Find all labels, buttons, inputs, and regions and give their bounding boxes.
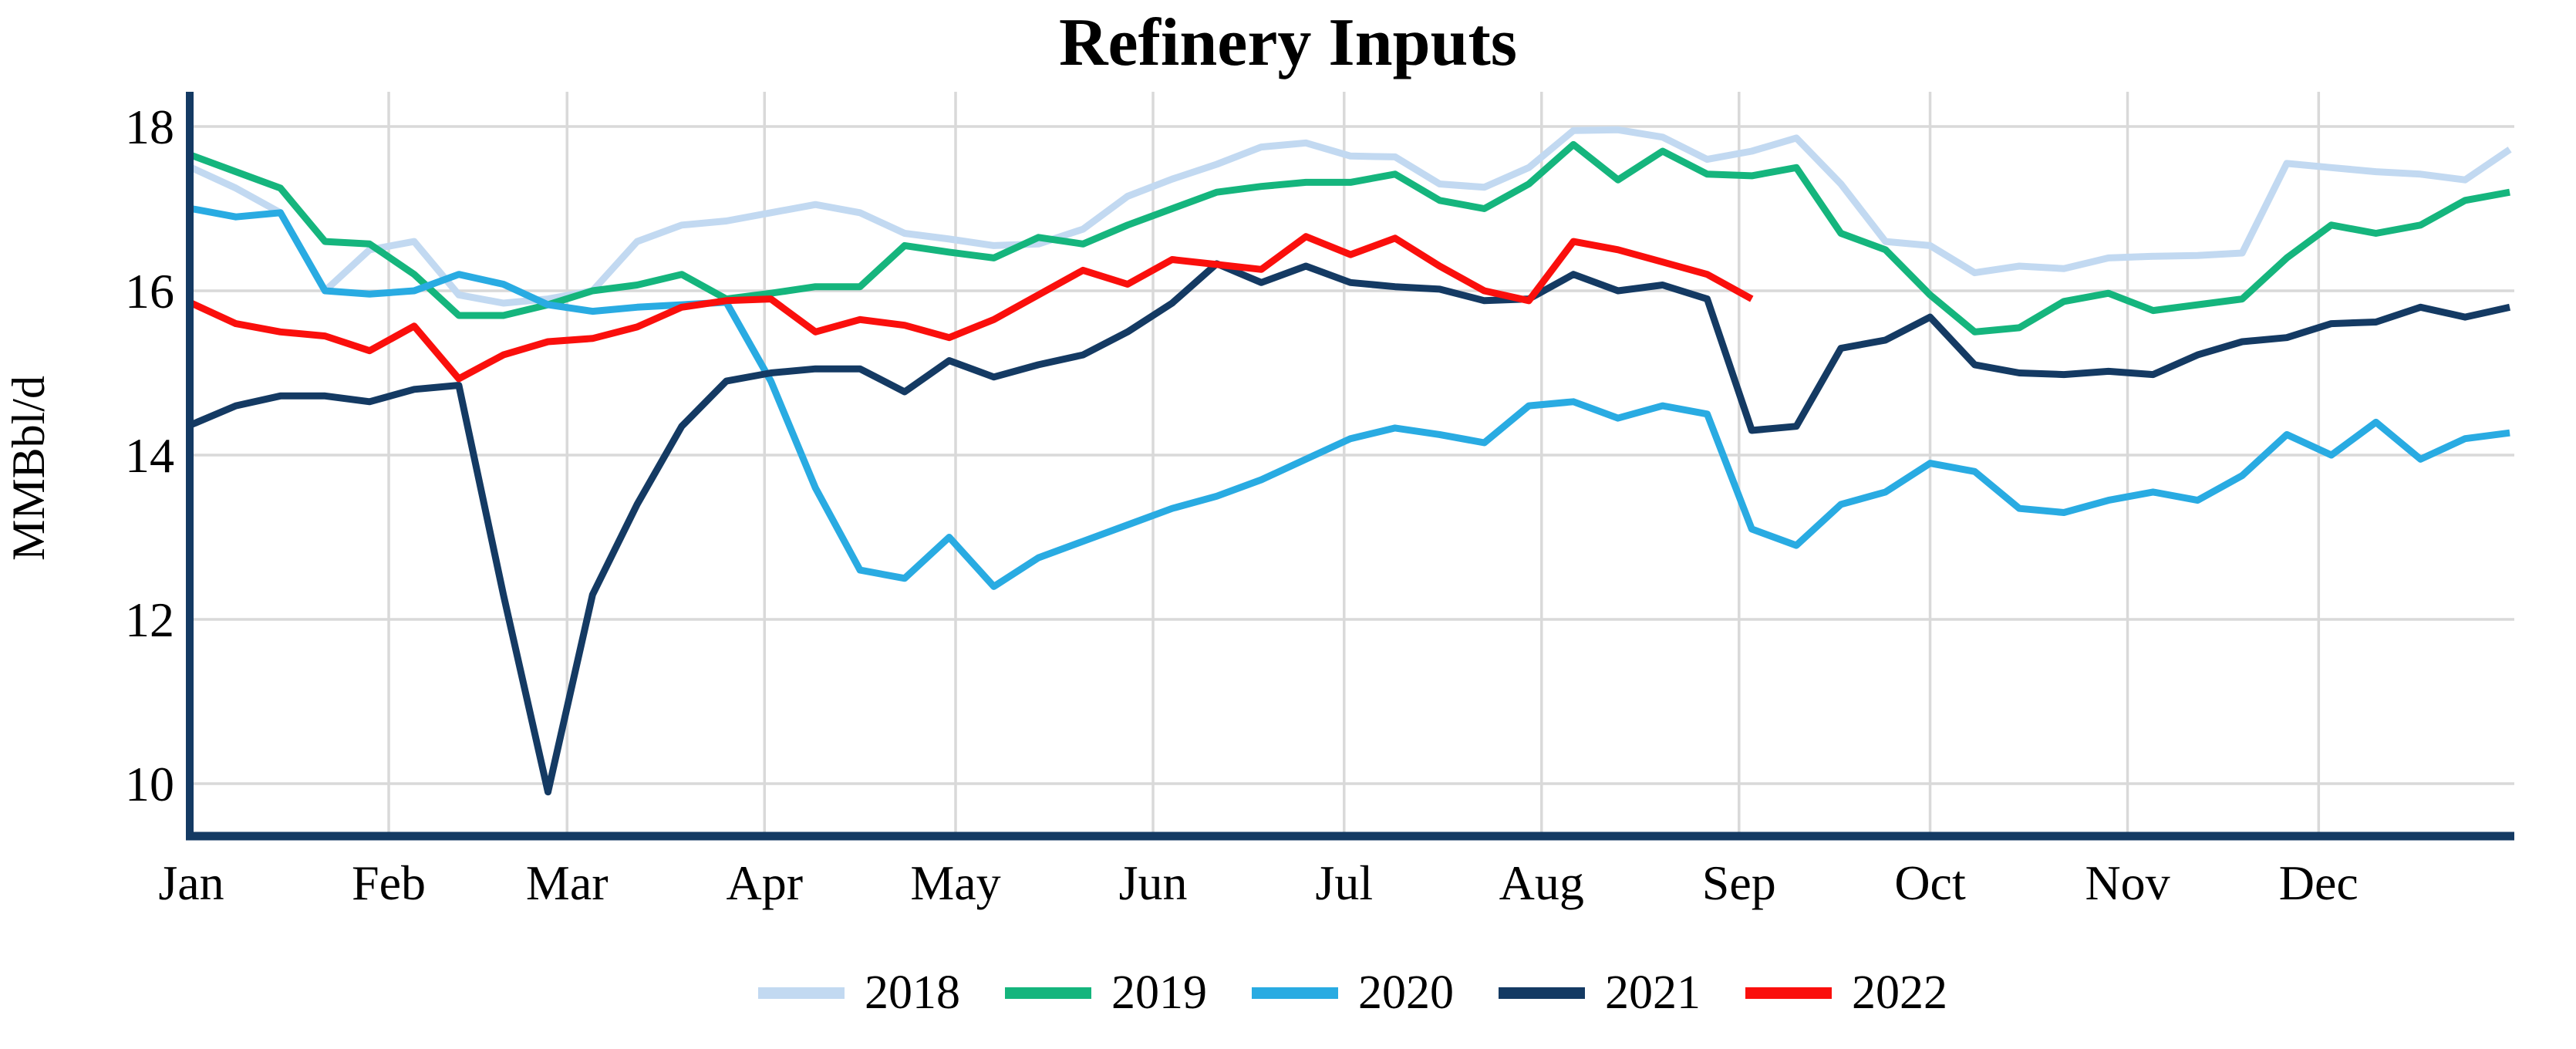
y-tick-label-16: 16 [125, 264, 174, 319]
legend-swatch-2018 [758, 987, 845, 999]
y-tick-label-14: 14 [125, 428, 174, 483]
x-tick-label-may: May [910, 855, 1000, 910]
x-tick-label-apr: Apr [726, 855, 803, 910]
legend-item-2021: 2021 [1499, 958, 1701, 1027]
x-tick-label-jan: Jan [158, 855, 224, 910]
legend-label-2018: 2018 [865, 966, 960, 1019]
legend-swatch-2020 [1252, 987, 1338, 999]
series-line-2022 [190, 233, 1754, 383]
legend-swatch-2021 [1499, 987, 1585, 999]
legend-label-2019: 2019 [1111, 966, 1207, 1019]
series-line-2021 [190, 260, 2511, 796]
series-line-2019 [190, 140, 2510, 336]
x-tick-label-nov: Nov [2085, 855, 2170, 910]
series-line-2020 [191, 205, 2510, 590]
legend-item-2019: 2019 [1005, 958, 1207, 1027]
x-tick-label-sep: Sep [1702, 855, 1776, 910]
legend-swatch-2022 [1745, 987, 1832, 999]
x-tick-label-jul: Jul [1315, 855, 1373, 910]
legend-label-2020: 2020 [1358, 966, 1454, 1019]
series-line-2018 [190, 126, 2512, 307]
y-tick-label-18: 18 [125, 100, 174, 154]
legend-label-2022: 2022 [1852, 966, 1947, 1019]
x-tick-labels: Jan Feb Mar Apr May Jun Jul Aug Sep Oct Nov Dec [158, 855, 2358, 910]
y-tick-labels: 18 16 14 12 10 [125, 100, 174, 811]
x-tick-label-aug: Aug [1499, 855, 1584, 910]
legend-item-2020: 2020 [1252, 958, 1454, 1027]
x-tick-label-jun: Jun [1119, 855, 1188, 910]
x-tick-label-oct: Oct [1894, 855, 1966, 910]
legend-item-2022: 2022 [1745, 958, 1947, 1027]
series-lines [190, 126, 2512, 796]
legend-swatch-2019 [1005, 987, 1091, 999]
legend-label-2021: 2021 [1605, 966, 1701, 1019]
y-tick-label-12: 12 [125, 592, 174, 647]
x-tick-label-feb: Feb [352, 855, 426, 910]
legend-item-2018: 2018 [758, 958, 960, 1027]
gridlines [190, 92, 2514, 836]
chart-title: Refinery Inputs [1058, 5, 1518, 80]
x-tick-label-mar: Mar [526, 855, 609, 910]
x-tick-label-dec: Dec [2279, 855, 2359, 910]
y-tick-label-10: 10 [125, 757, 174, 811]
legend: 2018 2019 2020 2021 2022 [191, 958, 2514, 1027]
